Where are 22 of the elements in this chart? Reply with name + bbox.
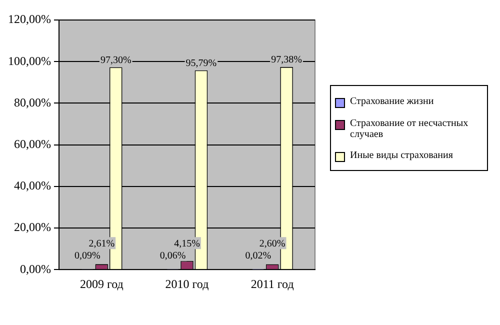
y-tick-label: 40,00% <box>14 178 51 193</box>
data-label: 97,38% <box>271 54 302 66</box>
y-tick-label: 80,00% <box>14 95 51 110</box>
legend-label: Иные виды страхования <box>350 150 453 161</box>
y-tick-label: 60,00% <box>14 136 51 151</box>
x-tick-label: 2011 год <box>250 276 294 291</box>
y-tick-label: 0,00% <box>20 262 51 276</box>
legend-label: Страхование жизни <box>350 96 434 107</box>
legend-label: Страхование от несчастных случаев <box>350 118 470 140</box>
x-tick-label: 2009 год <box>80 276 124 291</box>
data-label: 97,30% <box>100 54 132 66</box>
x-tick-label: 2010 год <box>165 276 209 291</box>
data-label: 0,02% <box>245 250 272 262</box>
data-label: 0,06% <box>160 250 186 262</box>
y-tick-label: 120,00% <box>8 12 51 26</box>
data-label: 2,60% <box>259 238 286 250</box>
data-label: 0,09% <box>74 250 100 262</box>
data-label: 95,79% <box>186 58 217 69</box>
y-tick-label: 20,00% <box>14 220 51 234</box>
data-label: 4,15% <box>174 238 200 250</box>
y-tick-label: 100,00% <box>8 54 51 68</box>
data-label: 2,61% <box>88 238 115 250</box>
